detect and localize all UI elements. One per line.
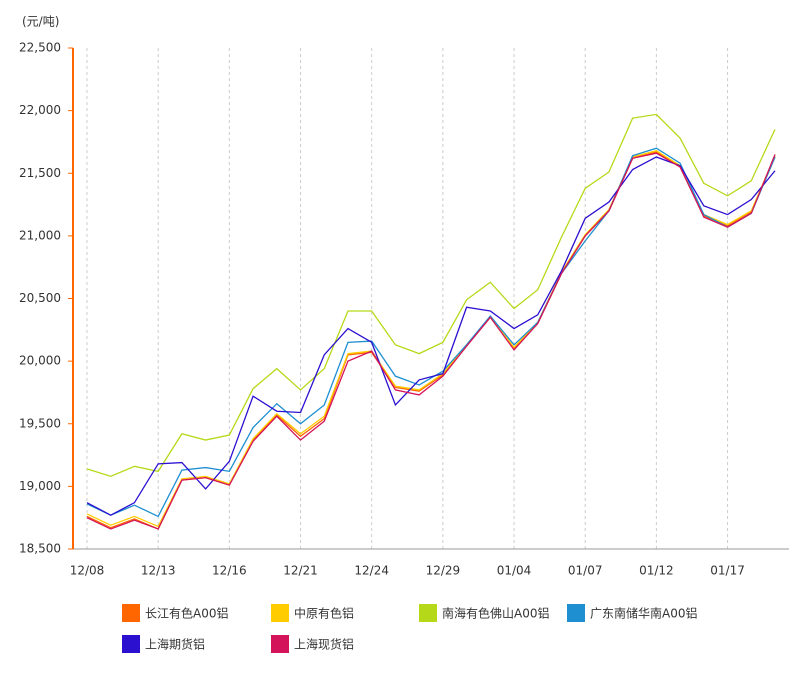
series-line (86, 152, 776, 530)
x-tick-label: 12/13 (141, 564, 176, 578)
legend-label: 长江有色A00铝 (145, 606, 228, 621)
x-tick-label: 01/12 (639, 564, 674, 578)
y-tick-label: 20,500 (19, 291, 61, 305)
y-tick-label: 20,000 (19, 354, 61, 368)
y-tick-label: 19,000 (19, 479, 61, 493)
y-tick-label: 22,500 (19, 41, 61, 55)
y-tick-label: 21,500 (19, 166, 61, 180)
x-tick-label: 12/16 (212, 564, 247, 578)
legend-label: 广东南储华南A00铝 (590, 606, 697, 621)
x-tick-label: 12/24 (354, 564, 389, 578)
series-line (86, 156, 776, 516)
legend-swatch (122, 635, 140, 653)
y-tick-label: 21,000 (19, 228, 61, 242)
legend-label: 南海有色佛山A00铝 (442, 606, 549, 621)
legend-swatch (271, 635, 289, 653)
x-tick-label: 01/04 (497, 564, 532, 578)
x-tick-label: 12/29 (426, 564, 461, 578)
x-tick-label: 01/17 (710, 564, 745, 578)
legend-swatch (567, 604, 585, 622)
x-tick-label: 01/07 (568, 564, 603, 578)
series-line (86, 150, 776, 528)
series-line (86, 113, 776, 478)
legend-label: 上海现货铝 (294, 637, 354, 652)
y-tick-label: 18,500 (19, 542, 61, 556)
legend-swatch (271, 604, 289, 622)
legend-label: 上海期货铝 (145, 637, 205, 652)
x-tick-label: 12/08 (70, 564, 105, 578)
x-tick-label: 12/21 (283, 564, 318, 578)
legend-swatch (122, 604, 140, 622)
y-tick-label: 19,500 (19, 416, 61, 430)
legend-swatch (419, 604, 437, 622)
series-line (86, 147, 776, 518)
y-unit: (元/吨) (22, 15, 59, 29)
y-tick-label: 22,000 (19, 103, 61, 117)
legend-label: 中原有色铝 (294, 606, 354, 621)
